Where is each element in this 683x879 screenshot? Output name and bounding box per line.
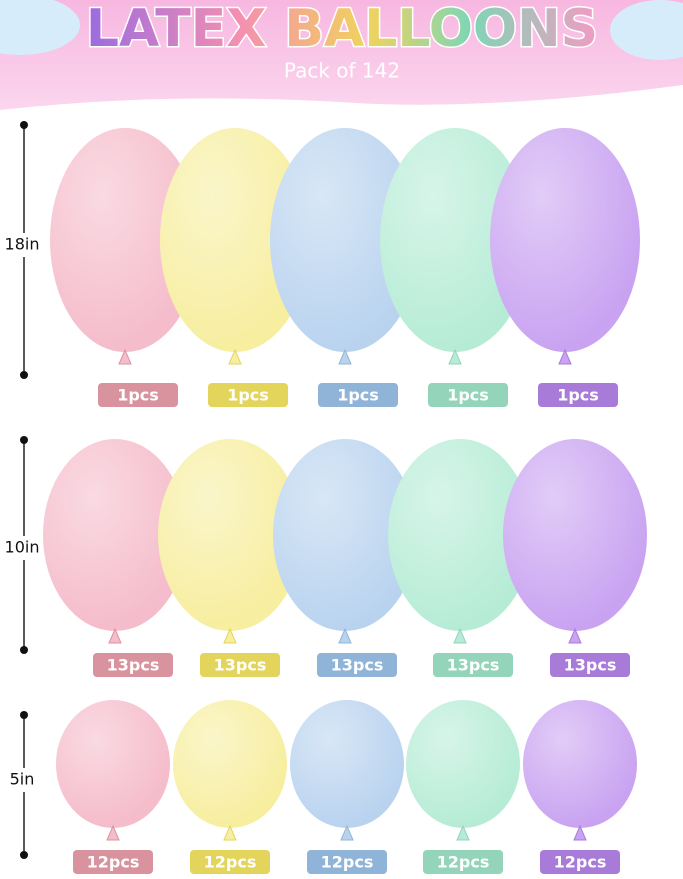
title: LATEX BALLOONS (86, 0, 598, 59)
balloon-knot (118, 348, 132, 365)
count-pill (98, 383, 178, 407)
balloon-shine (43, 439, 187, 631)
size-label: 5in (10, 770, 35, 789)
size-label: 18in (5, 235, 40, 254)
balloon-knot (456, 824, 470, 841)
balloon-knot (338, 348, 352, 365)
balloon-shine (388, 439, 532, 631)
balloon-knot (228, 348, 242, 365)
count-label: 1pcs (117, 386, 159, 405)
balloon-shine (50, 128, 200, 352)
balloon-knot (106, 824, 120, 841)
balloon-knot (338, 627, 352, 644)
count-pill (190, 850, 270, 874)
size-label-bg (2, 233, 46, 257)
balloon-knot (448, 348, 462, 365)
count-pill (93, 653, 173, 677)
size-dot (20, 646, 28, 654)
balloon-knot (223, 627, 237, 644)
balloon-shine (270, 128, 420, 352)
balloon-knot (453, 627, 467, 644)
balloon-knot (108, 627, 122, 644)
balloon-knot (573, 824, 587, 841)
size-dot (20, 121, 28, 129)
cloud (0, 0, 80, 55)
balloon-shine (380, 128, 530, 352)
count-label: 12pcs (321, 853, 374, 872)
size-dot (20, 371, 28, 379)
balloon-shine (273, 439, 417, 631)
count-label: 12pcs (437, 853, 490, 872)
count-label: 12pcs (554, 853, 607, 872)
count-label: 13pcs (107, 656, 160, 675)
count-label: 13pcs (564, 656, 617, 675)
count-pill (307, 850, 387, 874)
count-label: 13pcs (447, 656, 500, 675)
size-label-bg (2, 536, 46, 560)
count-label: 1pcs (227, 386, 269, 405)
count-pill (318, 383, 398, 407)
balloon-shine (406, 700, 520, 828)
count-label: 13pcs (331, 656, 384, 675)
count-pill (200, 653, 280, 677)
count-label: 1pcs (447, 386, 489, 405)
count-label: 12pcs (204, 853, 257, 872)
balloon-shine (56, 700, 170, 828)
balloon-shine (158, 439, 302, 631)
count-pill (208, 383, 288, 407)
count-label: 13pcs (214, 656, 267, 675)
count-label: 12pcs (87, 853, 140, 872)
balloon-shine (523, 700, 637, 828)
count-label: 1pcs (557, 386, 599, 405)
size-label: 10in (5, 538, 40, 557)
balloon-shine (173, 700, 287, 828)
balloon-knot (340, 824, 354, 841)
size-dot (20, 436, 28, 444)
size-dot (20, 851, 28, 859)
cloud (610, 0, 683, 60)
size-dot (20, 711, 28, 719)
balloon-knot (558, 348, 572, 365)
balloon-shine (490, 128, 640, 352)
count-pill (317, 653, 397, 677)
subtitle: Pack of 142 (284, 59, 400, 83)
balloon-shine (290, 700, 404, 828)
count-pill (538, 383, 618, 407)
count-pill (433, 653, 513, 677)
count-pill (550, 653, 630, 677)
header-band (0, 0, 683, 110)
balloon-shine (503, 439, 647, 631)
balloon-knot (568, 627, 582, 644)
count-pill (428, 383, 508, 407)
size-label-bg (2, 768, 46, 792)
balloon-shine (160, 128, 310, 352)
balloon-knot (223, 824, 237, 841)
count-pill (423, 850, 503, 874)
count-pill (73, 850, 153, 874)
count-label: 1pcs (337, 386, 379, 405)
count-pill (540, 850, 620, 874)
